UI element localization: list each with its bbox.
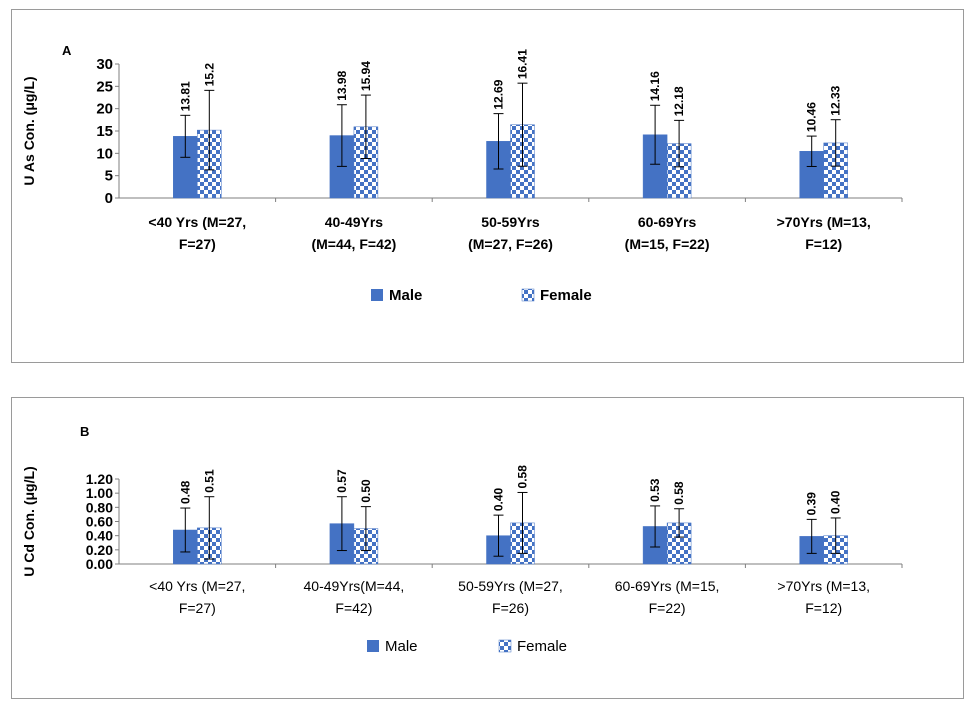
data-label: 13.98	[335, 70, 349, 100]
legend-label-male: Male	[385, 638, 418, 655]
y-tick-label: 1.00	[86, 485, 113, 501]
y-tick-label: 0	[105, 190, 113, 207]
legend-swatch-female	[498, 639, 512, 653]
x-category-label: 60-69Yrs (M=15,	[615, 578, 720, 594]
x-category-label: F=12)	[805, 600, 842, 616]
y-tick-label: 5	[105, 168, 113, 185]
data-label: 10.46	[805, 102, 819, 132]
legend-label-female: Female	[540, 287, 592, 304]
panel-label: B	[80, 424, 89, 439]
data-label: 0.58	[672, 481, 686, 505]
x-category-label: 50-59Yrs (M=27,	[458, 578, 563, 594]
data-label: 12.33	[829, 85, 843, 115]
x-category-label: 50-59Yrs	[481, 214, 540, 230]
data-label: 0.51	[202, 469, 216, 493]
data-label: 12.18	[672, 86, 686, 116]
legend-label-male: Male	[389, 287, 422, 304]
data-label: 0.39	[805, 492, 819, 516]
legend-swatch-male	[371, 289, 383, 301]
y-tick-label: 30	[96, 56, 113, 73]
x-category-label: (M=15, F=22)	[625, 236, 710, 252]
x-category-label: >70Yrs (M=13,	[777, 578, 870, 594]
data-label: 12.69	[492, 79, 506, 109]
x-category-label: F=27)	[179, 236, 216, 252]
data-label: 0.57	[335, 469, 349, 493]
x-category-label: F=27)	[179, 600, 216, 616]
legend-swatch-male	[367, 640, 379, 652]
chart-b-svg: B0.000.200.400.600.801.001.20U Cd Con. (…	[21, 424, 903, 655]
x-category-label: 60-69Yrs	[638, 214, 697, 230]
y-axis-label: U As Con. (μg/L)	[21, 76, 37, 185]
y-tick-label: 15	[96, 123, 113, 140]
data-label: 0.40	[492, 487, 506, 511]
data-label: 0.58	[516, 465, 530, 489]
x-category-label: (M=27, F=26)	[468, 236, 553, 252]
x-category-label: (M=44, F=42)	[311, 236, 396, 252]
y-tick-label: 0.00	[86, 556, 113, 572]
x-category-label: <40 Yrs (M=27,	[149, 578, 245, 594]
data-label: 0.40	[829, 490, 843, 514]
data-label: 0.50	[359, 479, 373, 503]
chart-panel-b: B 0.00 0.20 0.40 0.60 0.80 1.00 1.20 U Cd Con. (…	[11, 397, 964, 699]
data-label: 16.41	[516, 49, 530, 79]
y-tick-label: 0.20	[86, 542, 113, 558]
y-tick-label: 0.60	[86, 514, 113, 530]
x-category-label: F=26)	[492, 600, 529, 616]
y-tick-label: 0.80	[86, 499, 113, 515]
x-category-label: F=22)	[649, 600, 686, 616]
y-tick-label: 20	[96, 101, 113, 118]
chart-a-svg: A 0 5 10 15 20 25 30 U As Con. (μg/L) 13.81 15.2 <4…	[21, 43, 903, 304]
x-category-label: <40 Yrs (M=27,	[148, 214, 246, 230]
legend-label-female: Female	[517, 638, 567, 655]
data-label: 15.2	[202, 63, 216, 87]
y-axis-label: U Cd Con. (μg/L)	[21, 466, 37, 576]
y-tick-label: 25	[96, 78, 113, 95]
data-label: 0.53	[648, 478, 662, 502]
x-category-label: >70Yrs (M=13,	[777, 214, 871, 230]
data-label: 13.81	[178, 81, 192, 111]
y-tick-label: 1.20	[86, 471, 113, 487]
y-tick-label: 10	[96, 145, 113, 162]
x-category-label: 40-49Yrs(M=44,	[304, 578, 405, 594]
chart-panel-a: A 0 5 10 15 20 25 30 U As Con. (μg/L) 13.81 15.2 <4…	[11, 9, 964, 363]
data-label: 14.16	[648, 71, 662, 101]
x-category-label: F=42)	[335, 600, 372, 616]
female-bar	[353, 126, 379, 199]
data-label: 0.48	[178, 480, 192, 504]
panel-label: A	[62, 43, 72, 58]
x-category-label: F=12)	[805, 236, 842, 252]
y-tick-label: 0.40	[86, 528, 113, 544]
legend-swatch-female	[521, 288, 535, 302]
data-label: 15.94	[359, 61, 373, 91]
x-category-label: 40-49Yrs	[325, 214, 384, 230]
